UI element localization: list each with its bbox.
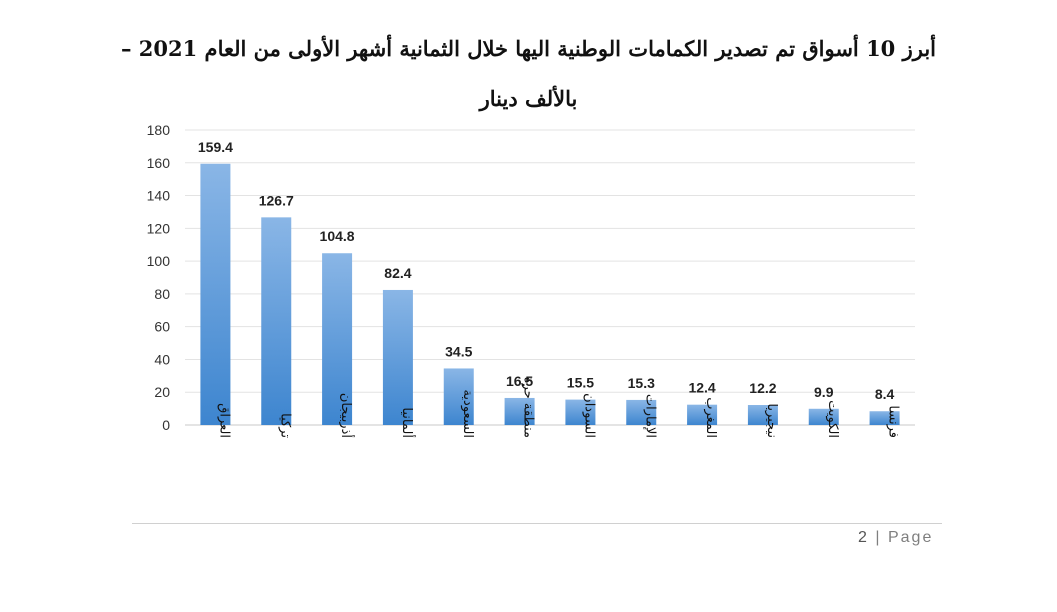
data-label-10: 12.2 xyxy=(749,380,776,396)
footer-separator: | xyxy=(875,529,882,546)
data-label-11: 9.9 xyxy=(814,384,834,400)
data-labels: 159.4 126.7 104.8 82.4 34.5 16.5 15.5 15.3 12.4 1… xyxy=(198,139,895,402)
x-category-label-7: السودان xyxy=(581,393,596,438)
bar-4 xyxy=(382,289,413,425)
bar-chart: 0 20 40 60 80 100 120 140 160 180 159.4 126.7 104.8… xyxy=(147,122,915,439)
bar-11 xyxy=(808,408,839,425)
page-number: 2 xyxy=(858,529,869,546)
y-axis: 0 20 40 60 80 100 120 140 160 180 xyxy=(147,122,171,433)
bar-9 xyxy=(687,404,718,425)
bar-7 xyxy=(565,399,596,425)
data-label-7: 15.5 xyxy=(567,375,594,391)
x-axis: العراق تركيا أذربيجان ألمانيا السعودية منطقة … xyxy=(216,377,900,439)
x-category-label-10: نيجيريا xyxy=(764,403,779,438)
page-footer: 2 | Page xyxy=(858,529,933,547)
gridlines xyxy=(185,129,915,426)
bar-2 xyxy=(261,217,292,425)
y-tick-label: 20 xyxy=(154,384,170,400)
x-category-label-4: ألمانيا xyxy=(399,407,416,438)
chart-title-line-2: بالألف دينار xyxy=(479,86,578,111)
data-label-8: 15.3 xyxy=(628,375,655,391)
x-category-label-2: تركيا xyxy=(277,413,292,438)
x-category-label-8: الإمارات xyxy=(642,394,657,438)
bar-5 xyxy=(443,368,474,425)
data-label-3: 104.8 xyxy=(320,228,355,244)
x-category-label-1: العراق xyxy=(216,403,231,438)
y-tick-label: 60 xyxy=(154,319,170,335)
y-tick-label: 80 xyxy=(154,286,170,302)
y-tick-label: 140 xyxy=(147,188,171,204)
x-category-label-3: أذربيجان xyxy=(338,393,355,438)
data-label-4: 82.4 xyxy=(384,265,411,281)
chart-title-line-1: أبرز 10 أسواق تم تصدير الكمامات الوطنية … xyxy=(120,36,937,61)
x-category-label-12: فرنسا xyxy=(886,405,901,438)
y-tick-label: 40 xyxy=(154,351,170,367)
bar-8 xyxy=(626,399,657,425)
data-label-2: 126.7 xyxy=(259,192,294,208)
page-word: Page xyxy=(887,529,934,546)
footer-divider xyxy=(132,523,942,524)
y-tick-label: 100 xyxy=(147,253,171,269)
x-category-label-5: السعودية xyxy=(460,389,475,438)
bar-3 xyxy=(322,253,353,425)
bar-6 xyxy=(504,397,535,425)
x-category-label-6: منطقة حرة xyxy=(521,377,536,438)
y-tick-label: 160 xyxy=(147,155,171,171)
data-label-12: 8.4 xyxy=(875,386,895,402)
bar-10 xyxy=(747,405,778,425)
bar-12 xyxy=(869,411,900,425)
data-label-6: 16.5 xyxy=(506,373,533,389)
y-tick-label: 0 xyxy=(162,417,170,433)
y-tick-label: 180 xyxy=(147,122,171,138)
data-label-9: 12.4 xyxy=(688,380,715,396)
x-category-label-11: الكويت xyxy=(825,400,840,438)
bar-1 xyxy=(200,163,231,425)
x-category-label-9: المغرب xyxy=(703,397,718,438)
bars xyxy=(200,163,900,425)
y-tick-label: 120 xyxy=(147,220,171,236)
data-label-5: 34.5 xyxy=(445,343,472,359)
data-label-1: 159.4 xyxy=(198,139,233,155)
